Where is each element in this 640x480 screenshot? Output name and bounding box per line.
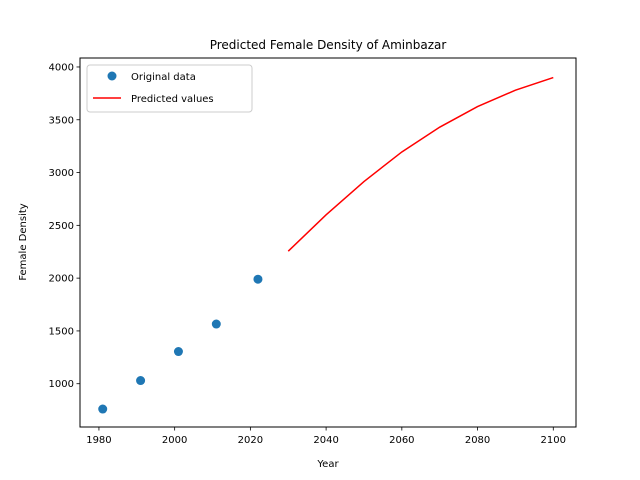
original-data-point	[173, 347, 183, 357]
original-data-point	[136, 376, 146, 386]
legend-frame	[86, 64, 253, 113]
x-tick-label: 2000	[162, 435, 187, 446]
legend: Original data Predicted values	[86, 64, 253, 113]
series-layer	[98, 76, 554, 414]
y-tick-label: 4000	[49, 62, 74, 73]
plot-area-frame	[79, 57, 577, 428]
x-tick-label: 2060	[389, 435, 414, 446]
x-axis-label: Year	[316, 459, 339, 470]
x-tick-label: 1980	[86, 435, 111, 446]
y-tick-label: 2500	[49, 221, 74, 232]
x-axis: 1980 2000 2020 2040 2060 2080 2100	[86, 427, 566, 446]
y-tick-label: 2000	[49, 274, 74, 285]
legend-label-predicted-values: Predicted values	[131, 94, 214, 105]
x-tick-label: 2100	[541, 435, 566, 446]
y-tick-label: 1000	[49, 379, 74, 390]
legend-marker-original-data	[107, 71, 117, 81]
x-tick-label: 2020	[238, 435, 263, 446]
y-tick-label: 3500	[49, 115, 74, 126]
original-data-point	[253, 274, 263, 284]
chart-title: Predicted Female Density of Aminbazar	[210, 38, 447, 52]
legend-label-original-data: Original data	[131, 72, 196, 83]
y-tick-label: 1500	[49, 326, 74, 337]
original-data-point	[211, 319, 221, 329]
x-tick-label: 2040	[313, 435, 338, 446]
predicted-values-line	[287, 76, 554, 252]
y-tick-label: 3000	[49, 168, 74, 179]
original-data-point	[98, 404, 108, 414]
y-axis-label: Female Density	[18, 203, 29, 280]
x-tick-label: 2080	[465, 435, 490, 446]
y-axis: 1000 1500 2000 2500 3000 3500 4000	[49, 62, 80, 390]
